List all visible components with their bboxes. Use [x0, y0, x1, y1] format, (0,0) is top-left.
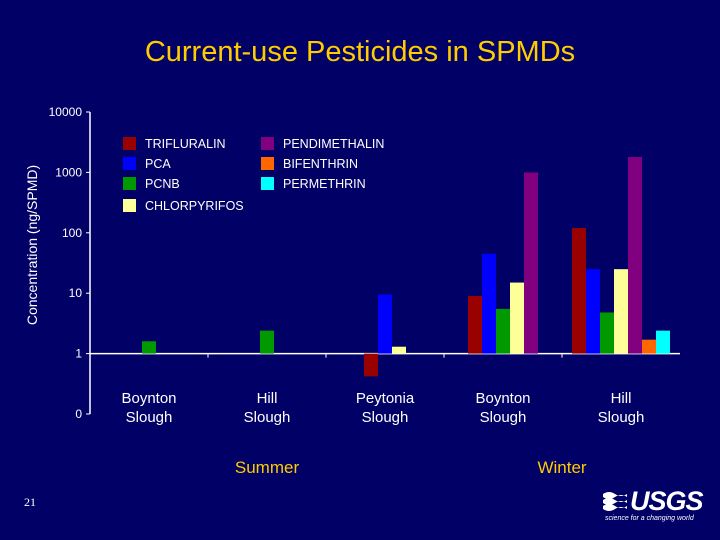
season-label: Winter [537, 458, 586, 477]
bar-pcnb [600, 312, 614, 354]
category-label: Boynton [475, 390, 530, 407]
category-label: Slough [480, 409, 527, 426]
legend-swatch-pendimethalin [261, 137, 274, 150]
bar-pcnb [260, 330, 274, 354]
chart-title: Current-use Pesticides in SPMDs [144, 36, 576, 68]
legend-swatch-pcnb [123, 177, 136, 190]
bar-pca [482, 253, 496, 354]
category-label: Boynton [121, 390, 176, 407]
bar-pendimethalin [524, 172, 538, 354]
category-label: Slough [598, 409, 645, 426]
usgs-wave-icon [603, 492, 627, 511]
legend-swatch-chlorpyrifos [123, 199, 136, 212]
category-label: Slough [126, 409, 173, 426]
legend-swatch-bifenthrin [261, 157, 274, 170]
legend-label: PENDIMETHALIN [283, 137, 384, 151]
bar-pcnb [496, 308, 510, 354]
category-label: Peytonia [356, 390, 415, 407]
season-label: Summer [235, 458, 300, 477]
bar-pca [378, 294, 392, 354]
legend-label: PCNB [145, 177, 180, 191]
legend-label: BIFENTHRIN [283, 157, 358, 171]
category-label: Hill [611, 390, 632, 407]
category-label: Slough [244, 409, 291, 426]
legend-swatch-pca [123, 157, 136, 170]
usgs-tagline: science for a changing world [605, 515, 694, 522]
legend-swatch-trifluralin [123, 137, 136, 150]
legend-label: TRIFLURALIN [145, 137, 226, 151]
legend-label: PCA [145, 157, 171, 171]
y-tick-label: 100 [62, 226, 82, 240]
y-tick-label: 1000 [55, 165, 82, 179]
bar-chlorpyrifos [510, 282, 524, 354]
bar-pendimethalin [628, 156, 642, 354]
bar-permethrin [656, 330, 670, 354]
bar-trifluralin [572, 228, 586, 354]
y-tick-label: 10 [69, 286, 83, 300]
y-tick-label: 0 [75, 407, 82, 421]
bar-chlorpyrifos [614, 269, 628, 354]
y-tick-label: 1 [75, 347, 82, 361]
legend-label: PERMETHRIN [283, 177, 366, 191]
bar-chlorpyrifos [392, 346, 406, 354]
legend-label: CHLORPYRIFOS [145, 199, 244, 213]
usgs-logo: USGS science for a changing world [603, 486, 704, 528]
category-label: Hill [257, 390, 278, 407]
bar-bifenthrin [642, 339, 656, 354]
category-label: Slough [362, 409, 409, 426]
y-axis-label: Concentration (ng/SPMD) [24, 165, 40, 325]
bar-pcnb [142, 341, 156, 354]
y-tick-label: 10000 [49, 105, 83, 119]
usgs-wordmark: USGS [630, 486, 704, 516]
bar-trifluralin [468, 295, 482, 354]
bar-pca [586, 269, 600, 354]
slide-number: 21 [24, 495, 36, 509]
legend-swatch-permethrin [261, 177, 274, 190]
bar-trifluralin [364, 353, 378, 377]
